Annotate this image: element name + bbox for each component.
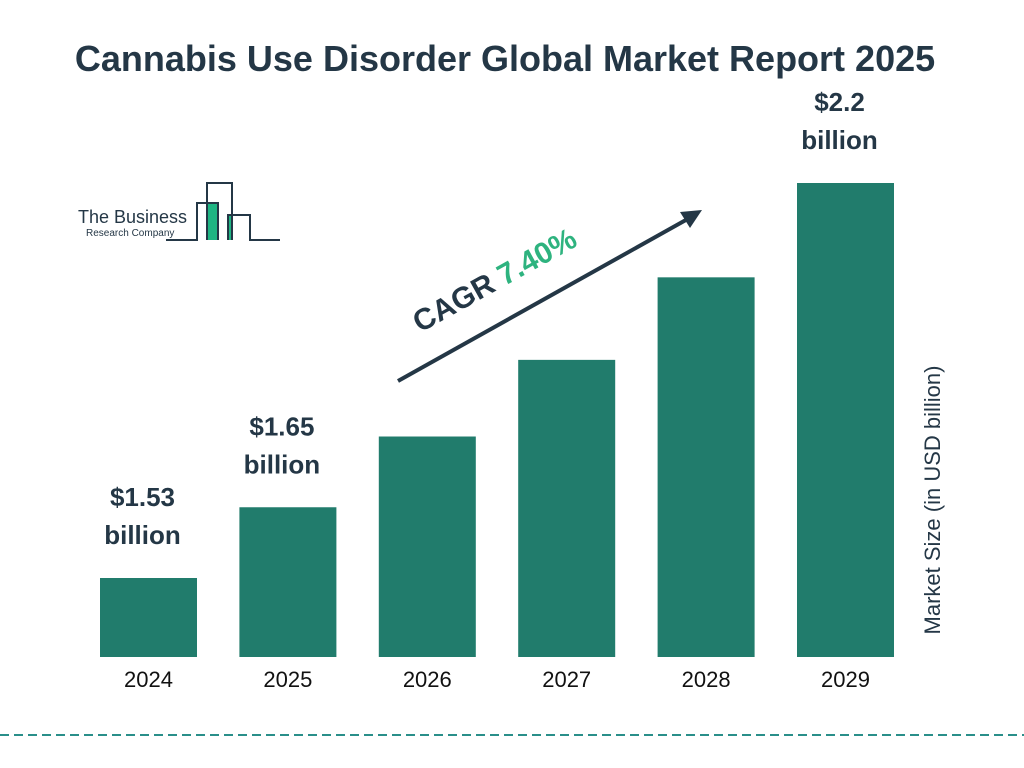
logo-line2: Research Company: [86, 228, 174, 239]
x-tick-label: 2026: [403, 667, 452, 692]
bar-2027: [518, 359, 616, 657]
bar-2029: [797, 183, 894, 657]
logo-line1: The Business: [78, 207, 187, 227]
cagr-value: 7.40%: [492, 222, 582, 292]
data-label-value: $1.65: [249, 411, 314, 441]
bar-2026: [378, 436, 476, 657]
bar-2024: [100, 578, 197, 657]
logo-bar-2: [228, 215, 233, 240]
logo-bar-1: [208, 203, 218, 240]
cagr-annotation: CAGR 7.40%: [407, 222, 582, 339]
y-axis-label: Market Size (in USD billion): [920, 366, 945, 635]
data-label-unit: billion: [104, 520, 181, 550]
logo: The Business Research Company: [78, 182, 280, 241]
data-label-value: $1.53: [110, 482, 175, 512]
logo-outline: [166, 182, 280, 241]
x-tick-label: 2028: [682, 667, 731, 692]
x-tick-label: 2027: [542, 667, 591, 692]
x-tick-label: 2024: [124, 667, 173, 692]
bar-2028: [657, 277, 755, 657]
data-label-unit: billion: [244, 449, 321, 479]
cagr-arrow: [397, 214, 694, 383]
bar-2025: [239, 507, 337, 657]
x-tick-label: 2025: [263, 667, 312, 692]
data-label-value: $2.2: [814, 87, 865, 117]
x-tick-label: 2029: [821, 667, 870, 692]
cagr-arrow-head: [680, 210, 702, 228]
data-label-unit: billion: [801, 125, 878, 155]
chart-title: Cannabis Use Disorder Global Market Repo…: [74, 38, 936, 79]
